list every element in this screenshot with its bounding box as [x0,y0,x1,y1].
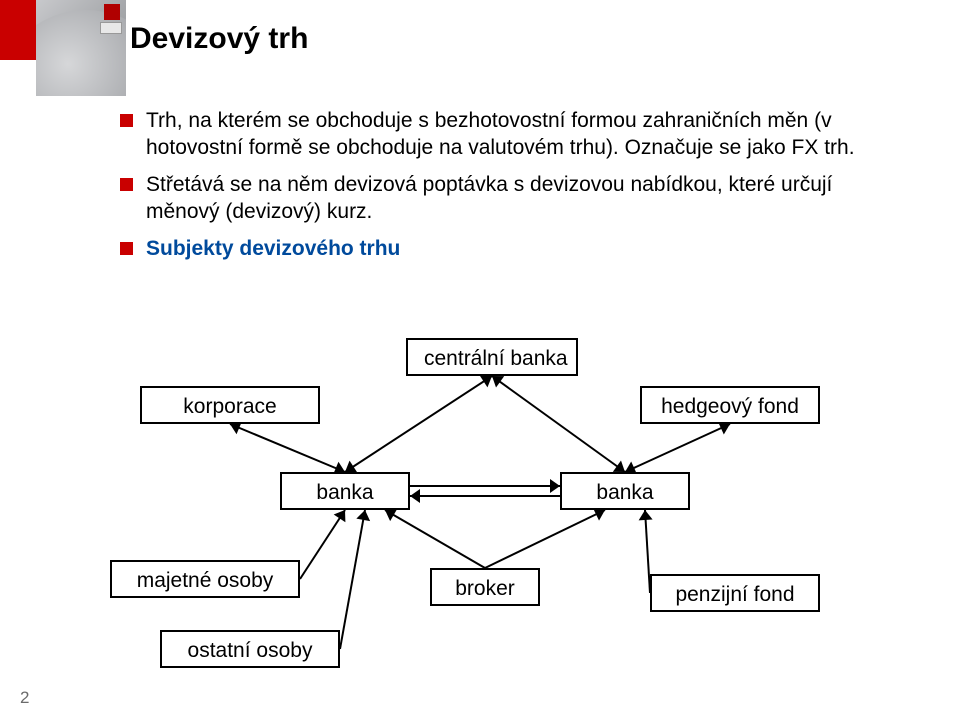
bullet-list: Trh, na kterém se obchoduje s bezhotovos… [120,108,910,272]
bullet-item: Střetává se na něm devizová poptávka s d… [120,172,910,226]
bullet-text: Trh, na kterém se obchoduje s bezhotovos… [146,109,855,159]
diagram-node-majetne_osoby: majetné osoby [110,560,300,598]
diagram-node-centralni_banka: centrální banka [406,338,578,376]
bullet-item: Trh, na kterém se obchoduje s bezhotovos… [120,108,910,162]
diagram-node-broker: broker [430,568,540,606]
page-title: Devizový trh [130,22,308,56]
bullet-text: Střetává se na něm devizová poptávka s d… [146,173,832,223]
bullet-square-icon [120,242,133,255]
accent-bar [0,0,36,60]
diagram-node-penzijni_fond: penzijní fond [650,574,820,612]
diagram-node-hedgeovy_fond: hedgeový fond [640,386,820,424]
bullet-item: Subjekty devizového trhu [120,236,910,263]
diagram-area: centrální banka korporace hedgeový fond ban… [0,330,960,670]
diagram-node-korporace: korporace [140,386,320,424]
diagram-edges [0,330,960,670]
bullet-text-heading: Subjekty devizového trhu [146,237,400,260]
bullet-square-icon [120,114,133,127]
slide-page: Devizový trh Trh, na kterém se obchoduje… [0,0,960,721]
diagram-node-ostatni_osoby: ostatní osoby [160,630,340,668]
page-number: 2 [20,688,29,708]
bullet-square-icon [120,178,133,191]
diagram-node-banka_l: banka [280,472,410,510]
diagram-node-banka_r: banka [560,472,690,510]
corner-photo [36,0,126,96]
